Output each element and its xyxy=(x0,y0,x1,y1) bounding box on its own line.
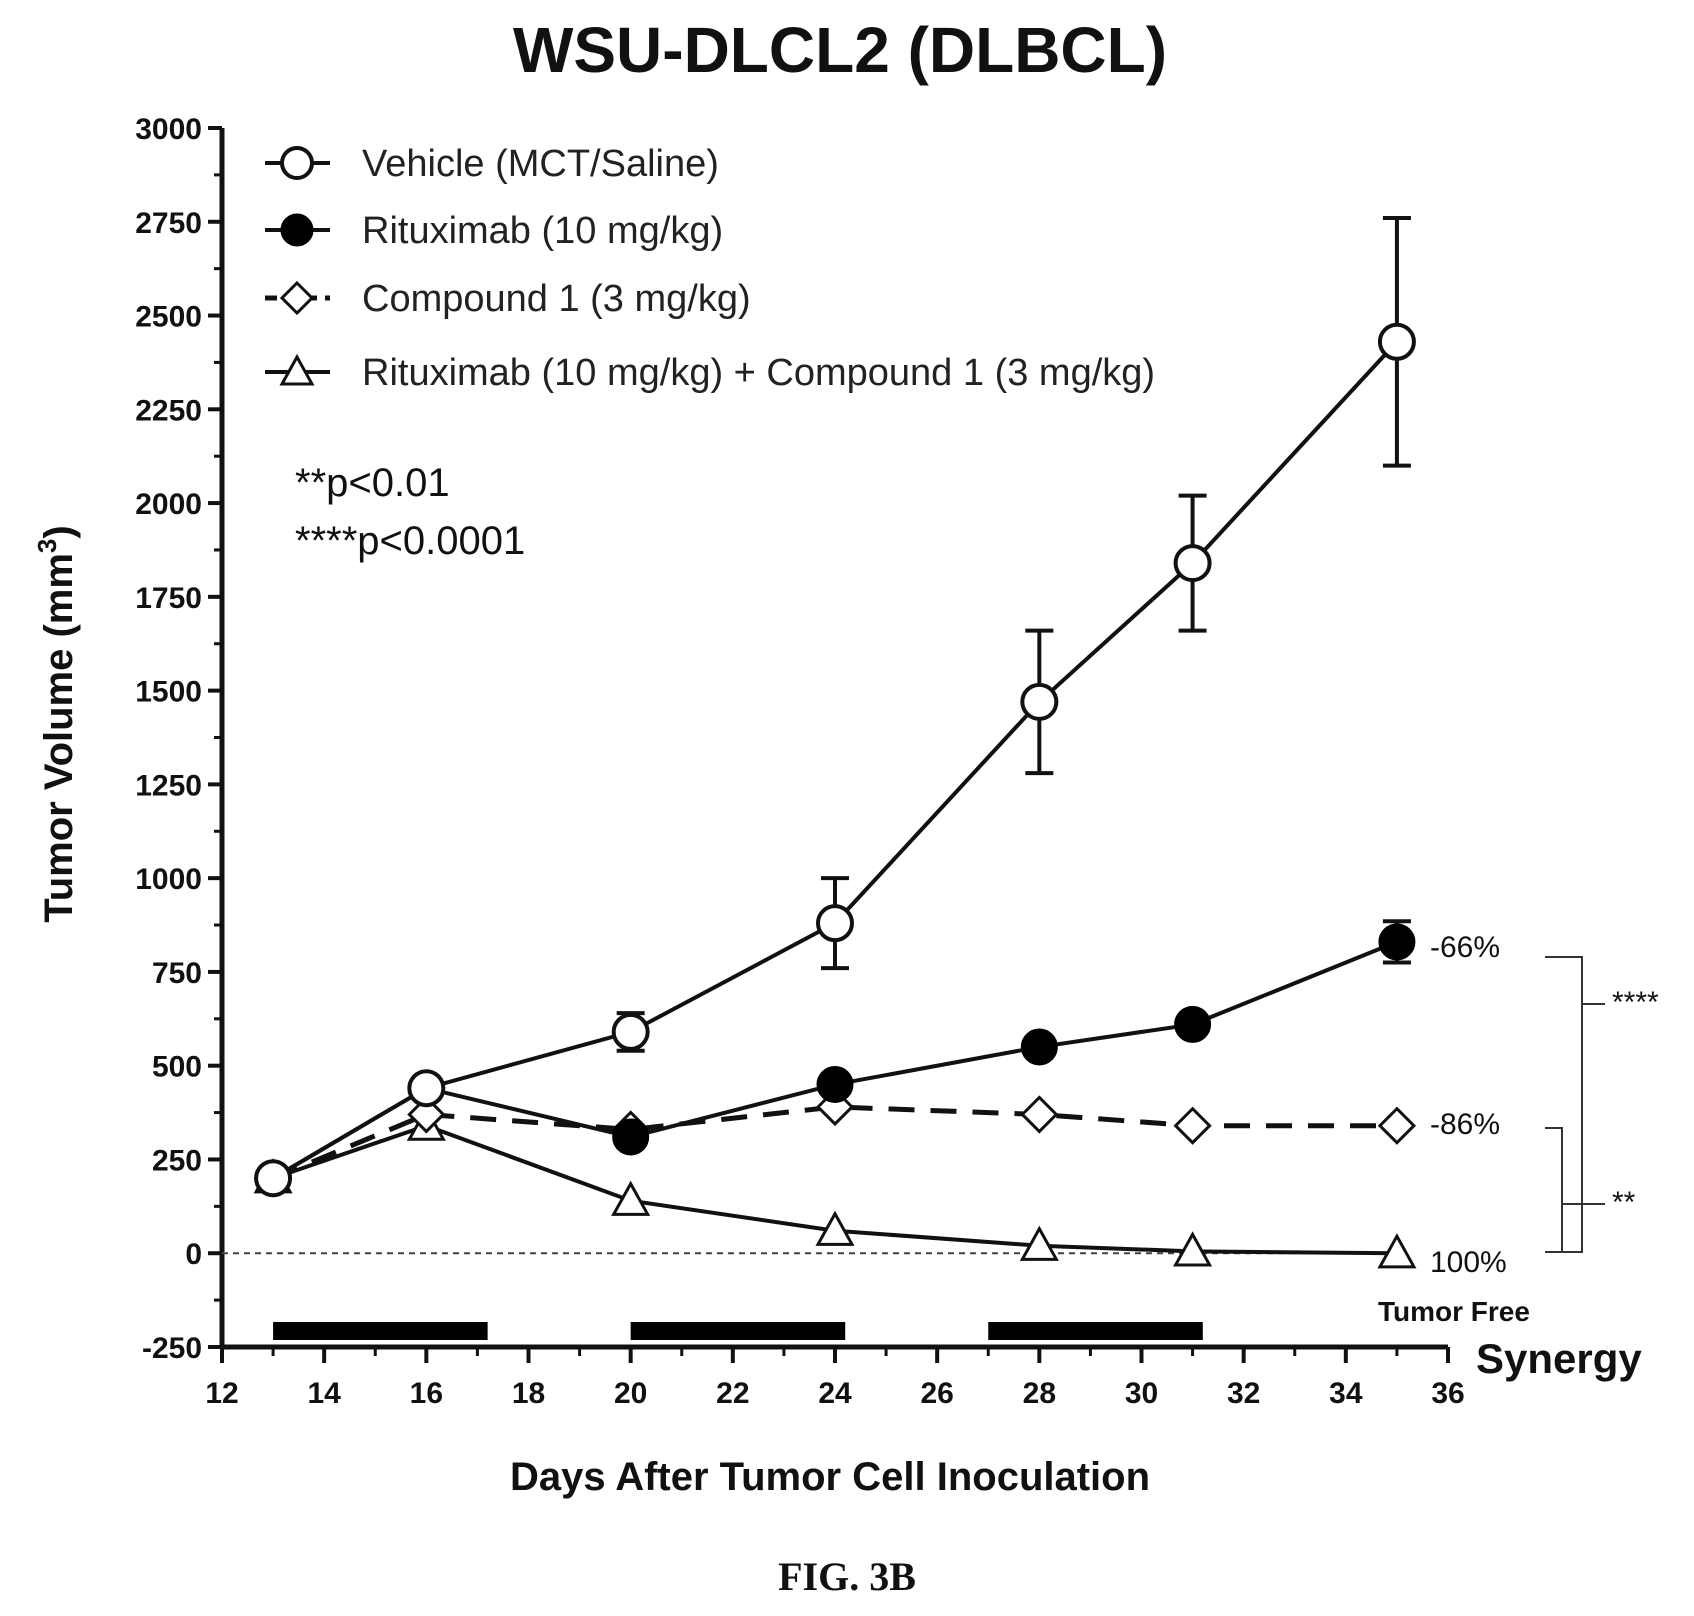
y-tick-label: 1250 xyxy=(135,769,202,802)
dosing-bar xyxy=(273,1322,488,1340)
data-point xyxy=(1378,923,1416,961)
data-point xyxy=(1173,544,1212,583)
x-tick-label: 22 xyxy=(716,1377,749,1410)
legend: Vehicle (MCT/Saline) Rituximab (10 mg/kg)… xyxy=(265,143,1155,394)
tumor-free-label: Tumor Free xyxy=(1378,1296,1530,1327)
pct-label-combo: 100% xyxy=(1430,1246,1507,1279)
legend-label: Rituximab (10 mg/kg) + Compound 1 (3 mg/… xyxy=(362,352,1155,394)
data-point xyxy=(1173,1106,1212,1145)
data-point xyxy=(1377,322,1416,361)
y-axis-label-sup: 3 xyxy=(32,539,62,553)
synergy-label: Synergy xyxy=(1476,1335,1642,1382)
significance-brackets xyxy=(1545,956,1605,1253)
data-point xyxy=(1174,1005,1212,1043)
significance-upper: **** xyxy=(1612,986,1659,1019)
pct-label-compound: -86% xyxy=(1430,1108,1500,1141)
data-point xyxy=(815,1210,855,1246)
x-tick-label: 14 xyxy=(307,1377,341,1410)
series-3 xyxy=(253,1105,1417,1269)
dosing-bar xyxy=(988,1322,1203,1340)
y-axis-label-main: Tumor Volume (mm xyxy=(37,553,81,923)
y-axis-label-close: ) xyxy=(37,525,81,538)
legend-marker xyxy=(279,353,315,386)
x-tick-label: 34 xyxy=(1329,1377,1363,1410)
x-tick-label: 20 xyxy=(614,1377,647,1410)
data-point xyxy=(407,1069,446,1108)
chart-title: WSU-DLCL2 (DLBCL) xyxy=(513,14,1167,86)
y-tick-label: 2000 xyxy=(135,488,202,521)
data-point xyxy=(612,1118,650,1156)
x-axis-label: Days After Tumor Cell Inoculation xyxy=(510,1455,1150,1499)
x-tick-label: 12 xyxy=(205,1377,238,1410)
x-tick-label: 28 xyxy=(1023,1377,1056,1410)
y-tick-label: 2750 xyxy=(135,207,202,240)
y-tick-label: 1750 xyxy=(135,582,202,615)
significance-lower: ** xyxy=(1612,1186,1636,1219)
x-tick-label: 30 xyxy=(1125,1377,1158,1410)
data-point xyxy=(1020,1028,1058,1066)
legend-label: Rituximab (10 mg/kg) xyxy=(362,210,723,252)
bracket-lower xyxy=(1545,1127,1563,1253)
data-point xyxy=(407,1095,446,1134)
data-point xyxy=(611,1012,650,1051)
data-point xyxy=(1173,1231,1213,1267)
data-point xyxy=(816,1065,854,1103)
axes: -250 0 250 500 750 1000 1250 1500 1750 2000 2250 25… xyxy=(135,113,1464,1410)
legend-label: Compound 1 (3 mg/kg) xyxy=(362,278,751,320)
y-tick-label: 0 xyxy=(185,1238,202,1271)
data-point xyxy=(1019,1225,1059,1261)
y-tick-label: 1500 xyxy=(135,676,202,709)
data-point xyxy=(611,1180,651,1216)
y-tick-label: 3000 xyxy=(135,113,202,146)
y-tick-label: 250 xyxy=(152,1144,202,1177)
x-tick-label: 18 xyxy=(512,1377,545,1410)
x-tick-label: 36 xyxy=(1431,1377,1464,1410)
bracket-upper xyxy=(1545,956,1583,1253)
legend-marker xyxy=(280,146,314,180)
x-tick-label: 26 xyxy=(920,1377,953,1410)
series-0 xyxy=(254,216,1416,1198)
figure-label: FIG. 3B xyxy=(778,1554,916,1599)
series-layer xyxy=(253,216,1417,1269)
y-tick-label: 750 xyxy=(152,957,202,990)
dosing-bars xyxy=(273,1322,1203,1340)
y-tick-label: -250 xyxy=(142,1332,202,1365)
legend-marker xyxy=(280,213,314,247)
data-point xyxy=(1020,682,1059,721)
data-point xyxy=(1020,1095,1059,1134)
pct-label-rituximab: -66% xyxy=(1430,931,1500,964)
y-tick-label: 500 xyxy=(152,1051,202,1084)
data-point xyxy=(816,904,854,943)
legend-label: Vehicle (MCT/Saline) xyxy=(362,143,719,185)
dosing-bar xyxy=(630,1322,846,1340)
x-tick-label: 32 xyxy=(1227,1377,1260,1410)
legend-marker xyxy=(279,280,315,316)
x-tick-label: 24 xyxy=(818,1377,852,1410)
series-line xyxy=(272,940,1398,1180)
pvalue-label-1: **p<0.01 xyxy=(295,461,450,505)
pvalue-label-2: ****p<0.0001 xyxy=(295,519,525,563)
data-point xyxy=(254,1159,293,1198)
y-tick-label: 2250 xyxy=(135,394,202,427)
y-tick-label: 2500 xyxy=(135,301,202,334)
y-tick-label: 1000 xyxy=(135,863,202,896)
data-point xyxy=(1377,1106,1417,1145)
y-axis-label: Tumor Volume (mm3) xyxy=(32,525,81,922)
x-tick-label: 16 xyxy=(410,1377,443,1410)
data-point xyxy=(1377,1233,1417,1269)
